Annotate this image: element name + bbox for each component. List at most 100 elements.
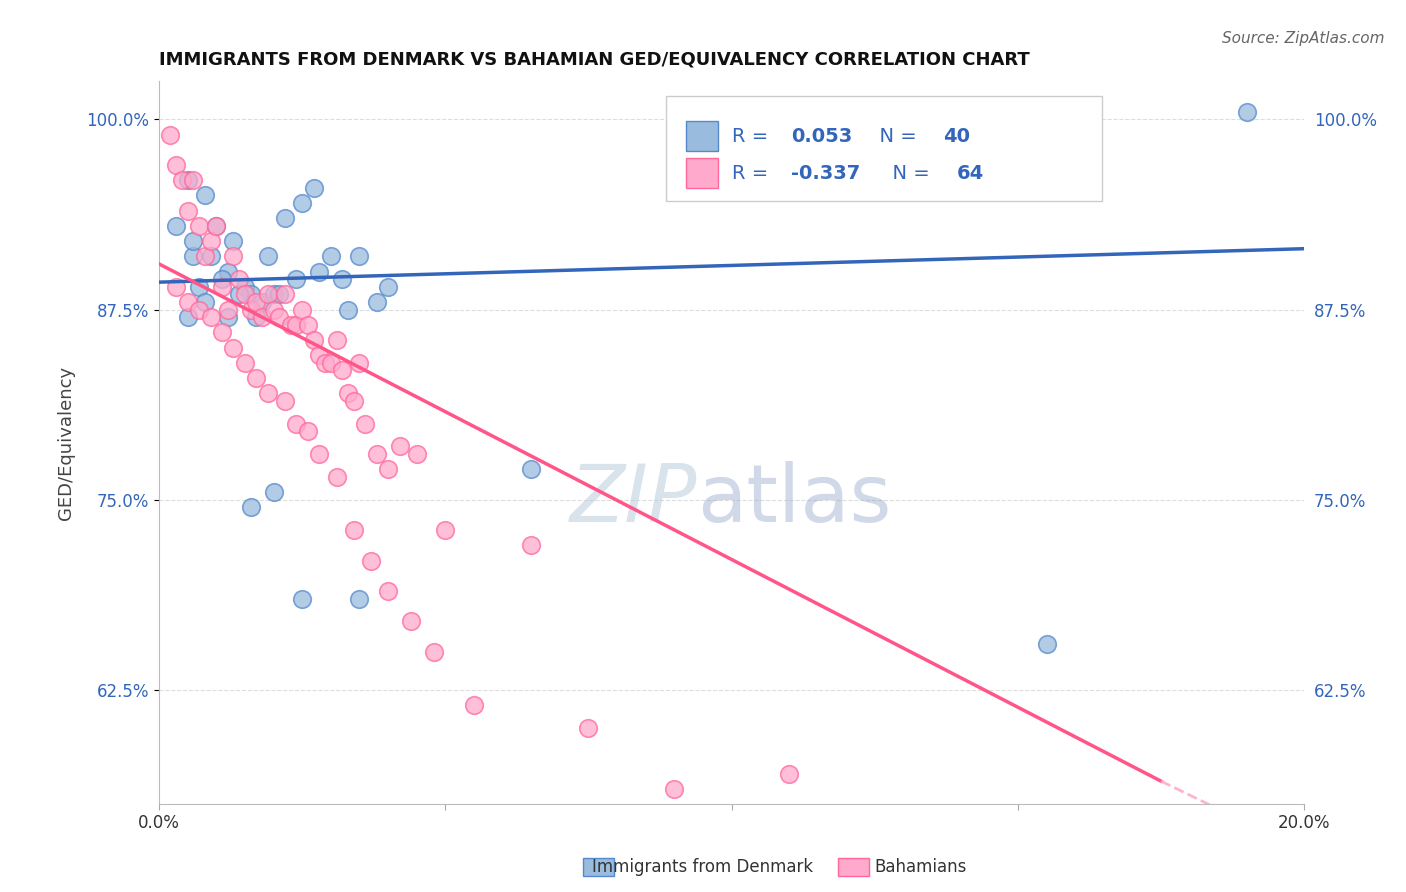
Point [245,310,267,325]
Point [297,424,319,438]
Point [336,302,359,317]
Text: N =: N = [866,128,922,146]
Point [274,287,297,301]
Point [291,302,314,317]
Point [520,538,543,552]
Point [664,781,686,796]
Point [366,447,388,461]
Point [285,417,308,431]
Point [366,294,388,309]
Point [377,584,399,599]
Point [336,386,359,401]
Point [269,287,291,301]
Point [188,302,211,317]
Point [228,287,250,301]
Point [308,447,330,461]
Point [302,333,325,347]
Point [269,310,291,325]
Point [377,279,399,293]
Point [1236,104,1258,119]
Point [343,523,366,537]
Point [222,249,245,263]
Point [222,341,245,355]
Point [343,393,366,408]
Point [263,302,285,317]
Point [233,356,256,370]
Point [233,287,256,301]
Point [388,440,411,454]
Point [349,591,371,606]
Y-axis label: GED/Equivalency: GED/Equivalency [58,366,75,520]
FancyBboxPatch shape [838,858,869,876]
Point [308,348,330,362]
Point [200,310,222,325]
FancyBboxPatch shape [666,95,1101,201]
Text: R =: R = [731,163,775,183]
Point [349,356,371,370]
Text: R =: R = [731,128,775,146]
Point [165,219,187,233]
Point [349,249,371,263]
Text: ZIP: ZIP [569,461,697,540]
Point [325,333,347,347]
Point [319,356,342,370]
Point [354,417,377,431]
FancyBboxPatch shape [583,858,614,876]
Point [159,128,181,142]
Text: 0.053: 0.053 [792,128,852,146]
Point [222,234,245,248]
Text: N =: N = [880,163,936,183]
Point [233,279,256,293]
Point [302,181,325,195]
Text: 64: 64 [957,163,984,183]
Point [297,318,319,332]
Point [211,326,233,340]
Point [405,447,427,461]
Point [176,310,198,325]
Point [308,264,330,278]
Point [188,279,211,293]
Point [256,287,278,301]
Point [578,721,600,735]
Text: atlas: atlas [697,461,891,540]
Point [205,219,228,233]
Point [245,371,267,385]
Text: 40: 40 [943,128,970,146]
Point [434,523,457,537]
Text: -0.337: -0.337 [792,163,860,183]
Point [176,173,198,187]
Point [165,279,187,293]
Point [399,615,422,629]
Point [176,203,198,218]
Point [183,249,205,263]
FancyBboxPatch shape [686,158,718,188]
Point [188,219,211,233]
Point [170,173,193,187]
Point [194,294,217,309]
Point [263,485,285,500]
Point [245,294,267,309]
Point [239,302,262,317]
FancyBboxPatch shape [686,121,718,152]
Point [217,310,239,325]
Point [263,287,285,301]
Point [520,462,543,476]
Text: IMMIGRANTS FROM DENMARK VS BAHAMIAN GED/EQUIVALENCY CORRELATION CHART: IMMIGRANTS FROM DENMARK VS BAHAMIAN GED/… [159,51,1029,69]
Point [211,279,233,293]
Point [200,249,222,263]
Point [183,173,205,187]
Point [250,294,273,309]
Text: Immigrants from Denmark: Immigrants from Denmark [592,858,814,876]
Text: Bahamians: Bahamians [875,858,967,876]
Point [165,158,187,172]
Point [274,211,297,226]
Point [217,264,239,278]
Point [250,310,273,325]
Point [239,287,262,301]
Point [194,249,217,263]
Point [228,272,250,286]
Point [377,462,399,476]
Point [330,363,353,377]
Point [200,234,222,248]
Point [256,249,278,263]
